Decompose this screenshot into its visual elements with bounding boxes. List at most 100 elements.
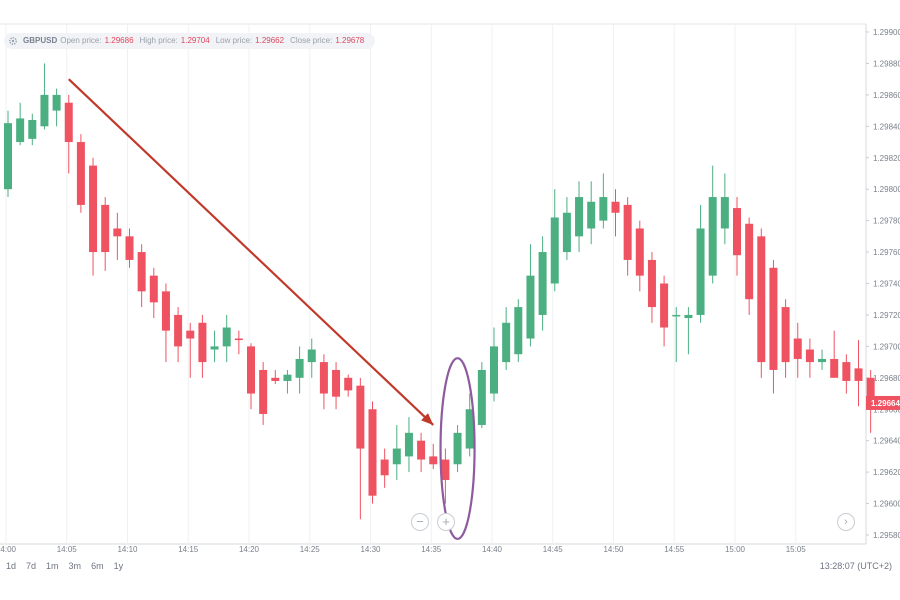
candle-down — [259, 369, 268, 414]
clock-readout: 13:28:07 (UTC+2) — [819, 561, 892, 571]
time-range-selector: 1d 7d 1m 3m 6m 1y — [6, 561, 123, 571]
candle-down — [854, 368, 863, 381]
y-tick-label: 1.29700 — [873, 342, 900, 351]
gear-icon[interactable] — [8, 36, 18, 46]
range-7d-button[interactable]: 7d — [26, 561, 37, 571]
x-tick-label: 14:35 — [421, 545, 442, 554]
scroll-right-button[interactable]: › — [837, 513, 855, 531]
candle-up — [40, 94, 49, 127]
minus-icon: − — [416, 514, 424, 529]
candle-up — [696, 228, 705, 315]
ohlc-info-bar: GBPUSD Open price: 1.29686 High price: 1… — [4, 33, 376, 49]
close-price-label: Close price: — [290, 36, 333, 45]
x-tick-label: 15:05 — [786, 545, 807, 554]
y-tick-label: 1.29720 — [873, 311, 900, 320]
candle-down — [830, 358, 839, 378]
current-price-label: 1.29664 — [871, 399, 900, 408]
candle-down — [125, 236, 134, 260]
candle-down — [647, 259, 656, 308]
x-tick-label: 14:50 — [603, 545, 624, 554]
candle-down — [271, 377, 280, 381]
low-price-value: 1.29662 — [255, 36, 285, 45]
candle-up — [210, 346, 219, 350]
candle-up — [684, 314, 693, 319]
x-tick-label: 14:00 — [0, 545, 17, 554]
candle-down — [356, 385, 365, 449]
range-6m-button[interactable]: 6m — [91, 561, 104, 571]
open-price-label: Open price: — [60, 36, 102, 45]
x-tick-label: 15:00 — [725, 545, 746, 554]
candle-down — [623, 204, 632, 260]
candle-down — [344, 377, 353, 391]
candle-up — [599, 197, 608, 221]
range-1y-button[interactable]: 1y — [113, 561, 124, 571]
candle-up — [562, 212, 571, 253]
range-3m-button[interactable]: 3m — [68, 561, 82, 571]
candle-up — [52, 94, 61, 111]
candle-up — [404, 432, 413, 457]
candle-up — [708, 197, 717, 276]
x-tick-label: 14:05 — [57, 545, 78, 554]
candle-up — [307, 349, 316, 363]
candle-up — [514, 307, 523, 355]
zoom-out-button[interactable]: − — [411, 513, 429, 531]
candle-down — [89, 165, 98, 253]
candle-down — [174, 314, 183, 347]
candle-up — [4, 123, 12, 190]
y-tick-label: 1.29640 — [873, 437, 900, 446]
candle-up — [526, 275, 535, 339]
candle-down — [161, 291, 170, 331]
candle-down — [137, 252, 146, 292]
y-tick-label: 1.29860 — [873, 91, 900, 100]
x-tick-label: 14:40 — [482, 545, 503, 554]
candle-down — [635, 228, 644, 276]
candle-down — [781, 307, 790, 363]
candle-up — [477, 369, 486, 425]
candle-down — [247, 346, 255, 394]
candle-down — [441, 459, 450, 480]
candle-down — [842, 362, 851, 381]
candle-down — [113, 228, 122, 237]
x-tick-label: 14:25 — [300, 545, 321, 554]
y-tick-label: 1.29780 — [873, 217, 900, 226]
chevron-right-icon: › — [844, 516, 848, 528]
candle-up — [587, 201, 596, 229]
range-1m-button[interactable]: 1m — [46, 561, 59, 571]
candle-up — [720, 197, 729, 229]
y-tick-label: 1.29620 — [873, 468, 900, 477]
candle-up — [502, 322, 511, 363]
y-tick-label: 1.29820 — [873, 154, 900, 163]
y-tick-label: 1.29900 — [873, 28, 900, 37]
candle-up — [575, 197, 584, 237]
range-1d-button[interactable]: 1d — [6, 561, 17, 571]
y-tick-label: 1.29760 — [873, 248, 900, 257]
y-tick-label: 1.29800 — [873, 185, 900, 194]
highlight-ellipse — [439, 357, 476, 541]
candle-up — [283, 374, 292, 381]
candle-up — [490, 346, 498, 394]
x-tick-label: 14:20 — [239, 545, 260, 554]
zoom-in-button[interactable]: + — [437, 513, 455, 531]
candle-down — [101, 204, 110, 253]
candle-down — [793, 338, 802, 359]
candle-up — [28, 120, 37, 139]
x-tick-label: 14:55 — [664, 545, 685, 554]
candle-down — [866, 377, 875, 403]
candle-up — [392, 448, 401, 465]
x-tick-label: 14:10 — [117, 545, 138, 554]
high-price-label: High price: — [139, 36, 178, 45]
candle-down — [417, 440, 426, 460]
y-tick-label: 1.29880 — [873, 59, 900, 68]
candle-up — [16, 118, 25, 143]
candle-up — [550, 217, 559, 284]
current-price-tag — [866, 395, 900, 410]
candle-down — [757, 236, 766, 363]
open-price-value: 1.29686 — [104, 36, 134, 45]
candle-down — [198, 322, 207, 363]
candle-down — [64, 102, 73, 143]
candle-up — [818, 358, 827, 363]
candle-down — [76, 142, 85, 205]
candle-down — [733, 208, 741, 256]
